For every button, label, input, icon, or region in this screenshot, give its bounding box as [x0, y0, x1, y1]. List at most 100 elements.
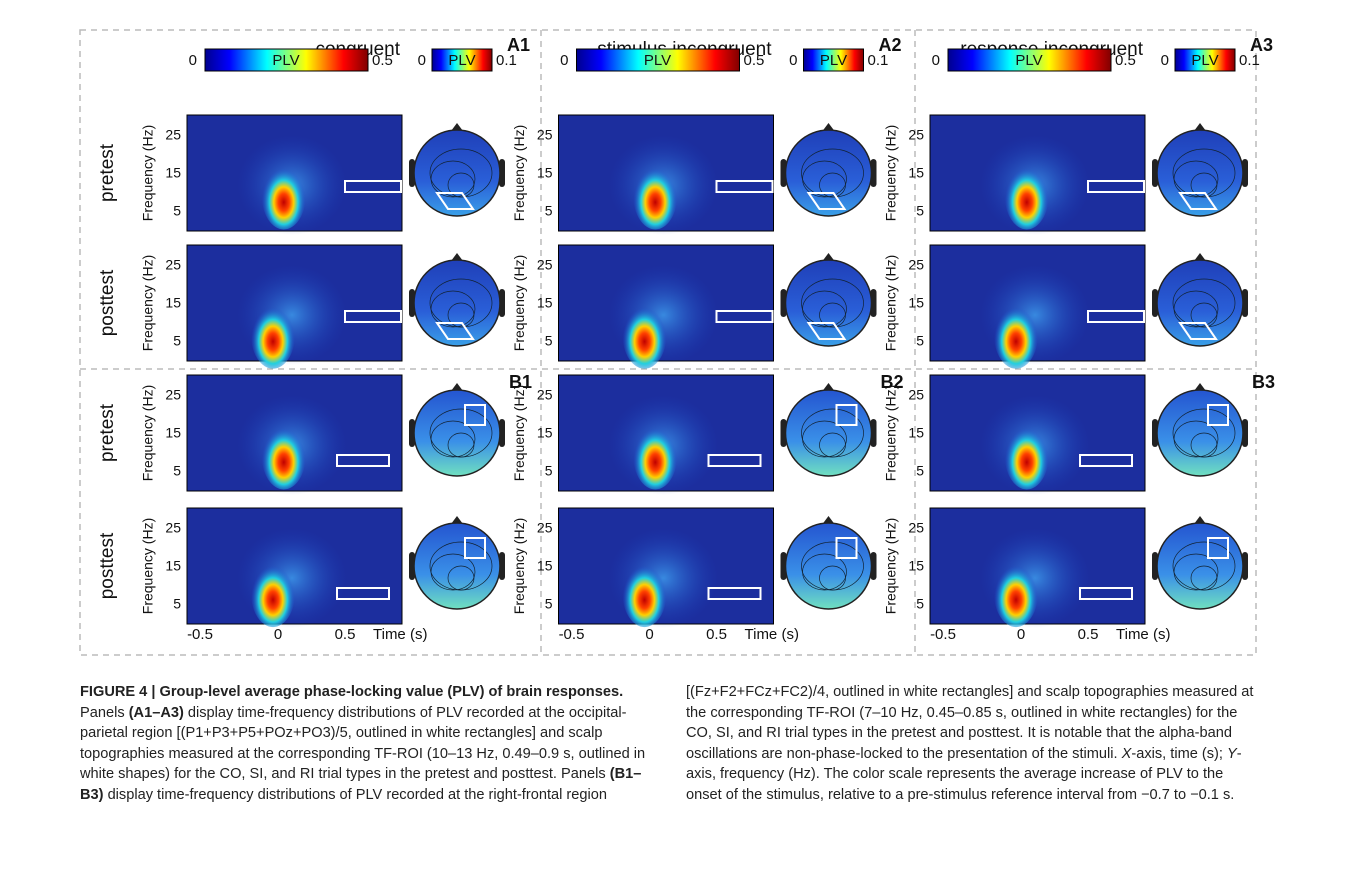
roi-box	[1087, 310, 1145, 323]
panel-label: A2	[878, 35, 901, 55]
ear	[499, 159, 505, 187]
colorbar-min: 0	[189, 52, 197, 69]
x-tick-label: -0.5	[187, 626, 213, 643]
heatmap-blob	[994, 559, 1038, 628]
nose	[1194, 123, 1206, 131]
ear	[1152, 419, 1158, 447]
y-tick-label: 25	[165, 520, 181, 536]
nose	[451, 516, 463, 524]
y-tick-label: 5	[545, 333, 553, 349]
heatmap-blob	[994, 300, 1038, 369]
colorbar-label: PLV	[820, 52, 847, 69]
contour	[802, 160, 847, 198]
x-tick-label: 0	[645, 626, 653, 643]
topo	[413, 259, 501, 347]
nose	[1194, 253, 1206, 261]
caption-axis: Y	[1227, 745, 1237, 762]
roi-shape	[1178, 192, 1218, 210]
roi-box	[1207, 537, 1229, 559]
row-label: posttest	[97, 269, 118, 336]
contour	[447, 172, 475, 198]
colorbar-max: 0.1	[496, 52, 517, 69]
y-tick-label: 25	[537, 520, 553, 536]
x-tick-label: 0	[1017, 626, 1025, 643]
roi-box	[1087, 180, 1145, 193]
heatmap-blob	[251, 559, 295, 628]
y-tick-label: 15	[165, 425, 181, 441]
roi-box	[715, 180, 774, 193]
y-tick-label: 15	[908, 425, 924, 441]
roi-box	[715, 310, 774, 323]
ear	[870, 159, 877, 187]
y-tick-label: 15	[908, 165, 924, 181]
colorbar-max: 0.1	[868, 52, 889, 69]
ear	[1152, 159, 1158, 187]
ear	[780, 552, 787, 580]
y-tick-label: 15	[537, 425, 553, 441]
contour	[802, 420, 847, 458]
x-tick-label: -0.5	[559, 626, 585, 643]
y-tick-label: 5	[916, 333, 924, 349]
contour	[1173, 290, 1219, 328]
y-tick-label: 5	[173, 333, 181, 349]
y-axis-label: Frequency (Hz)	[883, 518, 899, 614]
heatmap-blob	[633, 161, 678, 230]
nose	[1194, 383, 1206, 391]
caption-title: FIGURE 4 | Group-level average phase-loc…	[80, 684, 624, 700]
colorbar-tf	[204, 48, 369, 72]
contour	[819, 302, 846, 328]
nose	[822, 253, 835, 261]
y-tick-label: 5	[916, 463, 924, 479]
topo	[413, 389, 501, 477]
y-axis-label: Frequency (Hz)	[883, 125, 899, 221]
roi-box	[344, 180, 402, 193]
colorbar-label: PLV	[272, 52, 299, 69]
y-tick-label: 15	[537, 165, 553, 181]
y-tick-label: 15	[537, 295, 553, 311]
y-axis-label: Frequency (Hz)	[511, 518, 527, 614]
caption-text: -axis, time (s);	[1131, 745, 1228, 762]
ear	[499, 289, 505, 317]
roi-shape	[435, 322, 475, 340]
caption-text: -axis, frequency (Hz). The color scale r…	[686, 745, 1242, 803]
colorbar-min: 0	[1161, 52, 1169, 69]
colorbar-min: 0	[418, 52, 426, 69]
ear	[1242, 159, 1248, 187]
heatmap-blob	[622, 559, 667, 628]
contour	[802, 290, 847, 328]
colorbar-label: PLV	[644, 52, 671, 69]
y-tick-label: 25	[537, 127, 553, 143]
nose	[822, 516, 835, 524]
y-tick-label: 5	[545, 596, 553, 612]
caption-text: display time-frequency distributions of …	[80, 704, 646, 783]
roi-box	[835, 537, 858, 559]
roi-box	[336, 454, 390, 467]
contour	[447, 432, 475, 458]
y-tick-label: 25	[165, 257, 181, 273]
y-tick-label: 15	[165, 165, 181, 181]
contour	[819, 172, 846, 198]
contour	[430, 553, 476, 591]
nose	[822, 123, 835, 131]
y-tick-label: 5	[173, 463, 181, 479]
panel-label: A1	[507, 35, 530, 55]
nose	[822, 383, 835, 391]
heatmap-blob	[261, 161, 306, 230]
roi-box	[344, 310, 402, 323]
colorbar-min: 0	[560, 52, 568, 69]
contour	[1173, 160, 1219, 198]
heatmap-blob	[622, 300, 667, 369]
contour	[447, 565, 475, 591]
y-axis-label: Frequency (Hz)	[140, 125, 156, 221]
y-axis-label: Frequency (Hz)	[511, 125, 527, 221]
roi-box	[1207, 404, 1229, 426]
ear	[409, 552, 415, 580]
colorbar-min: 0	[932, 52, 940, 69]
y-axis-label: Frequency (Hz)	[511, 385, 527, 481]
y-tick-label: 15	[908, 295, 924, 311]
ear	[870, 289, 877, 317]
roi-box	[1079, 454, 1133, 467]
y-axis-label: Frequency (Hz)	[883, 255, 899, 351]
caption: FIGURE 4 | Group-level average phase-loc…	[80, 682, 1260, 806]
